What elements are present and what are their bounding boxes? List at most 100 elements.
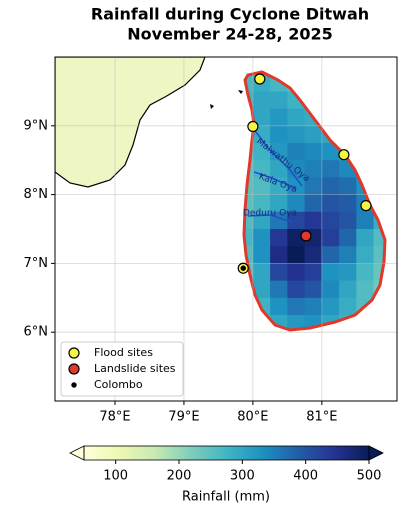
rain-cell [356,246,375,264]
rain-cell [252,263,271,282]
rain-cell [321,211,340,230]
site-marker [247,120,259,133]
site-marker [300,230,312,242]
rain-cell [270,194,288,213]
rain-cell [270,125,288,144]
rain-cell [287,143,306,161]
y-tick-label: 6°N [24,325,49,340]
rain-cell [287,177,306,196]
rain-cell [304,280,323,299]
rain-cell [244,194,254,213]
y-tick-label: 7°N [24,256,49,271]
rain-cell [252,246,271,264]
map-title: Rainfall during Cyclone Ditwah [91,5,369,24]
rain-cell [287,211,306,230]
x-tick-label: 79°E [168,410,199,425]
colorbar-tick-label: 300 [230,469,255,484]
rain-cell [270,229,288,247]
x-tick-label: 81°E [306,410,337,425]
rain-cell [304,297,323,316]
site-marker [360,200,372,212]
x-tick-label: 78°E [99,410,130,425]
rain-cell [373,246,385,264]
rain-cell [252,91,271,110]
site-marker [240,265,246,271]
rain-cell [287,125,306,144]
small-islands [210,90,243,109]
x-tick-label: 80°E [237,410,268,425]
rain-cell [321,194,340,213]
legend-box [60,341,184,397]
rain-cell [321,229,340,247]
colorbar: 100 200 300 400 500 [69,445,384,484]
rain-cell [287,297,306,316]
colorbar-border [83,445,370,461]
rain-cell [270,263,288,282]
rain-cell [252,280,271,299]
rain-cell [252,108,271,127]
rain-cell [339,194,357,213]
rain-cell [244,246,254,264]
axes: 78°E 79°E 80°E 81°E 6°N 7°N 8°N 9°N [24,118,338,424]
y-tick-label: 9°N [24,118,49,133]
river-label: Deduru Oya [243,209,297,219]
rain-cell [287,280,306,299]
sri-lanka-outline [242,70,387,332]
rain-cell [252,229,271,247]
rain-cell [356,263,375,282]
colorbar-gradient [84,446,369,460]
rain-cell [252,125,271,144]
rain-cell [244,74,254,92]
rain-cell [321,177,340,196]
rain-cell [339,177,357,196]
legend-label: Colombo [94,378,143,391]
rain-cell [304,160,323,178]
rain-cell [270,177,288,196]
rain-cell [339,263,357,282]
rain-cell [304,211,323,230]
rain-cell [287,229,306,247]
rain-cell [270,280,288,299]
legend-marker [68,347,80,359]
rain-cell [339,297,357,316]
map-frame [54,56,398,402]
sites [237,73,372,274]
rain-cell [244,211,254,230]
colorbar-label: Rainfall (mm) [182,490,270,505]
rain-cell [321,263,340,282]
rain-cell [304,125,323,144]
colorbar-tick-label: 100 [103,469,128,484]
colorbar-extend-low [69,445,85,461]
rain-cell [304,143,323,161]
rain-cell [304,194,323,213]
rain-cell [321,143,340,161]
rain-cell [356,211,375,230]
site-marker [254,73,266,85]
rain-cell [287,315,306,330]
river-line [247,214,293,223]
rain-cell [270,91,288,110]
legend-label: Landslide sites [94,362,176,375]
rain-cell [252,177,271,196]
rain-cell [321,280,340,299]
rain-cell [321,246,340,264]
rain-cell [270,160,288,178]
rain-cell [339,229,357,247]
colorbar-extend-high [368,445,384,461]
rain-cell [339,280,357,299]
rain-cell [321,297,340,316]
rain-cell [244,229,254,247]
rain-cell [287,246,306,264]
colorbar-tick-label: 400 [293,469,318,484]
rain-cell [287,108,306,127]
rain-cell [287,194,306,213]
rain-cell [304,177,323,196]
rain-cell [339,211,357,230]
india-land [55,57,206,188]
rain-cell [356,280,375,299]
site-marker [338,149,350,161]
colorbar-tick-label: 200 [167,469,192,484]
colorbar-tick-label: 500 [357,469,382,484]
rain-cell [252,143,271,161]
